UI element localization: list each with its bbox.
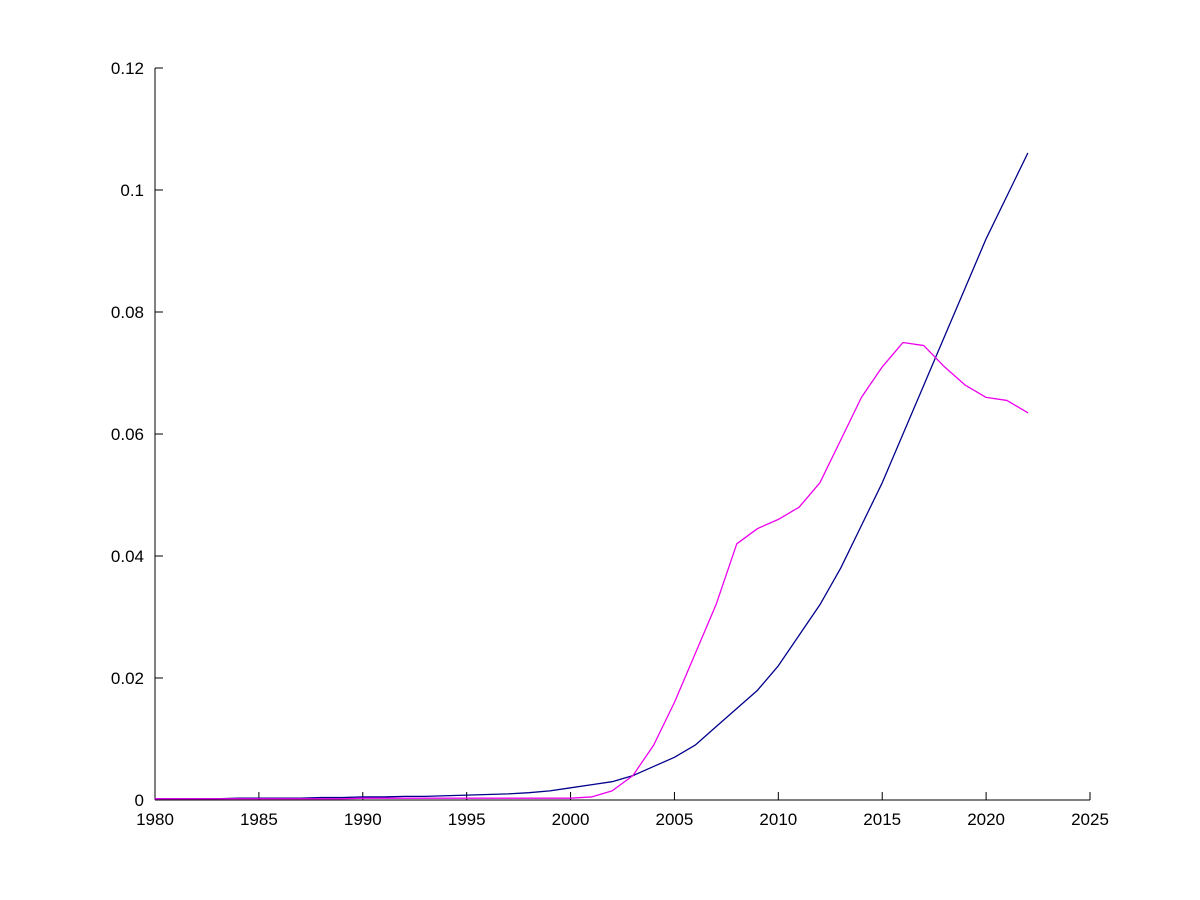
y-tick-label: 0.12 [111, 59, 144, 78]
x-tick-label: 2015 [863, 810, 901, 829]
x-tick-label: 1990 [344, 810, 382, 829]
y-tick-label: 0.02 [111, 669, 144, 688]
x-tick-label: 2000 [552, 810, 590, 829]
y-tick-label: 0 [135, 791, 144, 810]
x-tick-label: 1995 [448, 810, 486, 829]
x-tick-label: 1985 [240, 810, 278, 829]
y-tick-label: 0.06 [111, 425, 144, 444]
series-dark-blue-line [154, 152, 1029, 800]
x-tick-label: 2005 [656, 810, 694, 829]
x-tick-label: 1980 [136, 810, 174, 829]
x-tick-label: 2020 [967, 810, 1005, 829]
x-tick-label: 2010 [759, 810, 797, 829]
x-tick-label: 2025 [1071, 810, 1109, 829]
y-tick-label: 0.08 [111, 303, 144, 322]
series-magenta-line [154, 341, 1029, 800]
y-tick-label: 0.1 [120, 181, 144, 200]
y-tick-label: 0.04 [111, 547, 144, 566]
